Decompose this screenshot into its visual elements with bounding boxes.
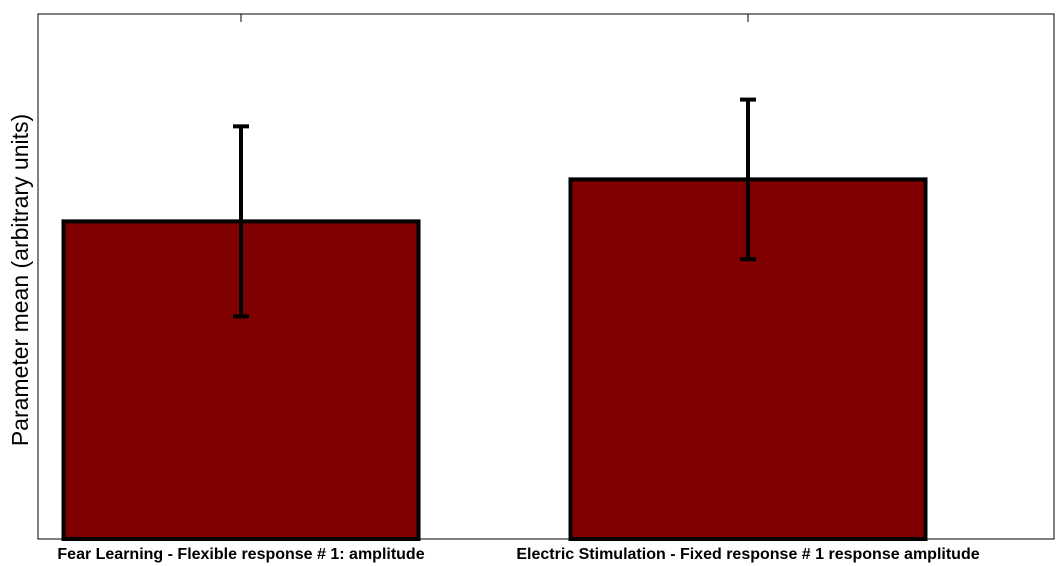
- axis-ticks-group: [240, 14, 749, 22]
- error-bar-1: [233, 124, 249, 319]
- error-bar-2: [740, 97, 756, 262]
- error-bars-group: [233, 97, 756, 319]
- category-label-2: Electric Stimulation - Fixed response # …: [516, 546, 979, 563]
- category-label-1: Fear Learning - Flexible response # 1: a…: [57, 546, 424, 563]
- y-axis-label: Parameter mean (arbitrary units): [7, 114, 33, 446]
